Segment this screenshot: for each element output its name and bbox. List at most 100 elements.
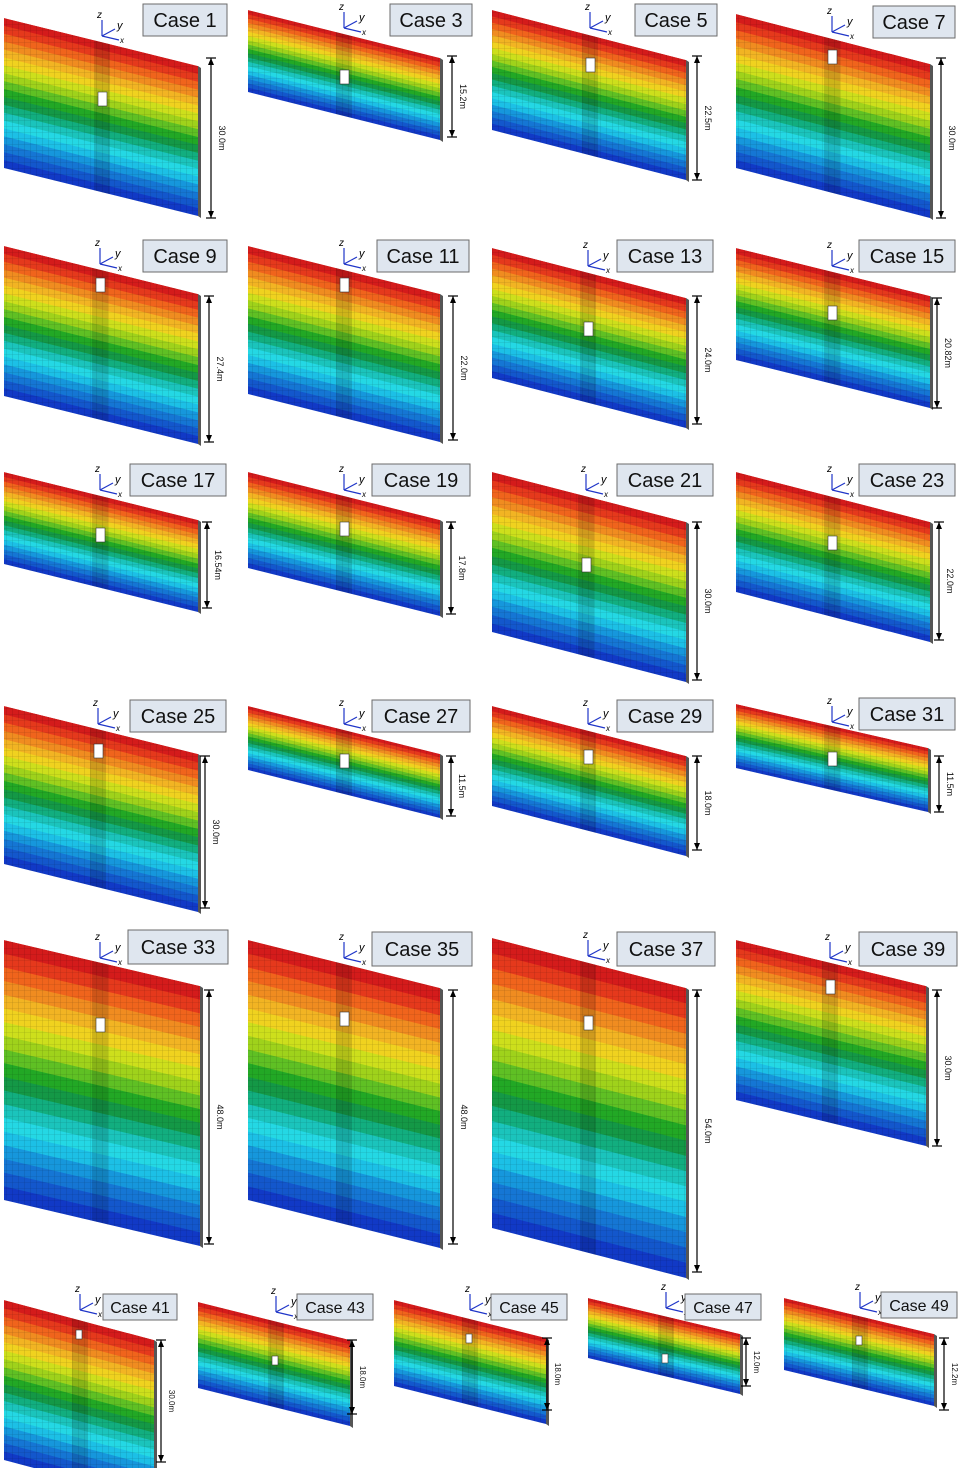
height-dimension: 18.0m xyxy=(347,1339,367,1415)
axis-y-label: y xyxy=(604,12,612,24)
height-dimension: 12.2m xyxy=(939,1337,959,1411)
case-panel: z yx Case 15 20.82m xyxy=(736,239,956,410)
height-dimension: 16.54m xyxy=(202,521,223,609)
coordinate-axes-icon: z yx xyxy=(270,1286,299,1321)
shaded-column xyxy=(582,10,598,180)
dimension-label: 18.0m xyxy=(358,1366,367,1389)
case-panel: z yx Case 13 24.0m xyxy=(492,239,714,430)
case-label: Case 27 xyxy=(384,706,459,728)
case-label-box xyxy=(616,931,716,967)
height-dimension: 54.0m xyxy=(692,989,713,1273)
shaded-column xyxy=(92,246,108,444)
coordinate-axes-icon: z yx xyxy=(338,464,367,499)
shaded-column xyxy=(824,248,840,408)
height-dimension: 15.2m xyxy=(447,55,468,138)
wall-opening xyxy=(827,751,838,767)
wall-opening xyxy=(583,1015,594,1031)
wall-opening xyxy=(581,557,592,573)
axis-x-label: x xyxy=(117,958,123,967)
case-panel: z yx Case 35 48.0m xyxy=(248,931,473,1250)
case-panel: z yx Case 29 18.0m xyxy=(492,698,714,858)
axis-y-label: y xyxy=(94,1294,102,1306)
wall-opening xyxy=(75,1329,83,1340)
coordinate-axes-icon: z yx xyxy=(826,464,855,499)
wall-thickness xyxy=(686,988,689,1280)
case-label: Case 23 xyxy=(870,470,945,492)
axis-x-label: x xyxy=(607,28,613,37)
case-label: Case 31 xyxy=(870,704,945,726)
wall-opening xyxy=(93,743,104,759)
wall-opening xyxy=(339,1011,350,1027)
axis-z-label: z xyxy=(338,932,344,943)
case-label-box xyxy=(858,239,956,273)
wall-thickness xyxy=(928,748,931,814)
case-panel: z yx Case 45 18.0m xyxy=(394,1284,568,1426)
shaded-column xyxy=(72,1300,88,1468)
shaded-column xyxy=(336,246,352,442)
wall-opening xyxy=(583,749,594,765)
case-panel: z yx Case 41 30.0m xyxy=(4,1284,178,1468)
coordinate-axes-icon: z yx xyxy=(338,932,367,967)
case-label: Case 5 xyxy=(644,10,707,32)
shaded-column xyxy=(580,248,596,428)
mesh-grid xyxy=(492,938,686,1278)
height-dimension: 22.0m xyxy=(448,295,469,441)
case-label: Case 29 xyxy=(628,706,703,728)
dimension-label: 16.54m xyxy=(213,550,223,580)
axis-z-label: z xyxy=(94,238,100,249)
axis-z-label: z xyxy=(74,1284,80,1295)
height-dimension: 48.0m xyxy=(448,989,469,1245)
wall-thickness xyxy=(198,294,201,446)
axis-z-label: z xyxy=(826,6,832,17)
axis-x-label: x xyxy=(487,1310,493,1319)
wall-opening xyxy=(339,753,350,769)
dimension-label: 17.8m xyxy=(457,555,467,580)
case-label: Case 33 xyxy=(141,937,216,959)
height-dimension: 30.0m xyxy=(932,989,953,1147)
case-panel: z yx Case 43 18.0m xyxy=(198,1286,374,1428)
axis-y-label: y xyxy=(358,12,366,24)
wall-thickness xyxy=(740,1334,743,1396)
case-panel: z yx Case 11 22.0m xyxy=(248,238,470,444)
axis-z-label: z xyxy=(338,238,344,249)
axis-x-label: x xyxy=(849,266,855,275)
dimension-label: 18.0m xyxy=(703,790,713,815)
height-dimension: 22.5m xyxy=(692,55,713,181)
wall-thickness xyxy=(198,754,201,914)
axis-x-label: x xyxy=(849,490,855,499)
wall-opening xyxy=(585,57,596,73)
case-label-box xyxy=(129,699,227,733)
case-label-box xyxy=(634,3,718,37)
wall-thickness xyxy=(440,520,443,618)
axis-y-label: y xyxy=(846,16,854,28)
dimension-label: 48.0m xyxy=(215,1104,225,1129)
case-label-box xyxy=(129,463,227,497)
axis-z-label: z xyxy=(96,10,102,21)
height-dimension: 20.82m xyxy=(932,297,953,409)
case-label-box xyxy=(858,931,958,967)
dimension-label: 15.2m xyxy=(458,84,468,109)
coordinate-axes-icon: z yx xyxy=(94,238,123,273)
dimension-label: 48.0m xyxy=(459,1104,469,1129)
shaded-column xyxy=(580,938,596,1278)
axis-y-label: y xyxy=(114,942,122,954)
dimension-label: 22.0m xyxy=(459,355,469,380)
axis-z-label: z xyxy=(660,1282,666,1293)
case-label: Case 21 xyxy=(628,470,703,492)
axis-z-label: z xyxy=(270,1286,276,1297)
wall-opening xyxy=(583,321,594,337)
coordinate-axes-icon: z yx xyxy=(824,932,853,967)
axis-y-label: y xyxy=(844,942,852,954)
case-label: Case 15 xyxy=(870,246,945,268)
shaded-column xyxy=(852,1298,868,1406)
case-panel: z yx Case 27 11.5m xyxy=(248,698,471,820)
axis-x-label: x xyxy=(97,1310,103,1319)
wall-thickness xyxy=(930,64,933,220)
dimension-label: 30.0m xyxy=(211,819,221,844)
axis-y-label: y xyxy=(846,474,854,486)
shaded-column xyxy=(94,18,110,216)
coordinate-axes-icon: z yx xyxy=(94,464,123,499)
dimension-label: 54.0m xyxy=(703,1118,713,1143)
axis-y-label: y xyxy=(680,1292,688,1304)
